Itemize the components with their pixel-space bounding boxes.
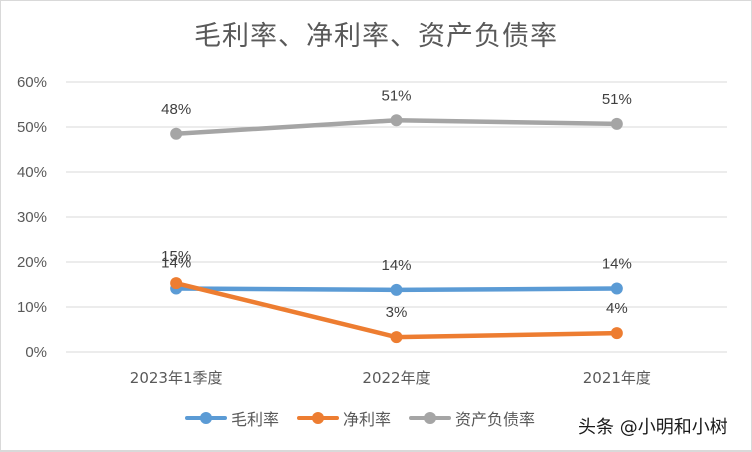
legend-line-icon — [185, 412, 227, 424]
legend-label: 资产负债率 — [455, 410, 536, 429]
data-point-marker — [390, 283, 403, 296]
y-tick-label: 40% — [17, 164, 47, 181]
y-tick-label: 50% — [17, 119, 47, 136]
data-label: 48% — [161, 101, 191, 118]
legend-item-debt-ratio: 资产负债率 — [409, 406, 535, 430]
data-point-marker — [170, 277, 183, 290]
data-point-marker — [170, 127, 183, 140]
legend-item-gross-margin: 毛利率 — [185, 406, 279, 430]
x-tick-label: 2021年度 — [583, 369, 651, 387]
data-point-marker — [390, 331, 403, 344]
watermark: 头条 @小明和小树 — [578, 417, 728, 438]
data-point-marker — [610, 117, 623, 130]
y-tick-label: 20% — [17, 254, 47, 271]
data-point-marker — [610, 282, 623, 295]
y-tick-label: 60% — [17, 74, 47, 91]
y-tick-label: 30% — [17, 209, 47, 226]
data-label: 14% — [602, 256, 632, 273]
legend-line-icon — [297, 412, 340, 424]
x-tick-label: 2023年1季度 — [130, 369, 223, 387]
y-tick-label: 10% — [17, 299, 47, 316]
y-tick-label: 0% — [25, 344, 47, 361]
data-label: 3% — [386, 304, 408, 321]
chart-legend: 毛利率 净利率 资产负债率 — [185, 406, 553, 430]
data-point-marker — [610, 327, 623, 340]
chart-title: 毛利率、净利率、资产负债率 — [194, 21, 558, 52]
data-label: 14% — [161, 255, 191, 272]
data-label: 51% — [602, 91, 632, 108]
data-label: 51% — [381, 87, 411, 104]
data-label: 14% — [381, 257, 411, 274]
legend-item-net-margin: 净利率 — [297, 406, 391, 430]
data-label: 15% — [161, 248, 191, 265]
legend-label: 毛利率 — [231, 410, 280, 429]
data-point-marker — [390, 114, 403, 127]
data-label: 4% — [606, 300, 628, 317]
legend-line-icon — [409, 412, 452, 424]
legend-label: 净利率 — [343, 410, 392, 429]
x-tick-label: 2022年度 — [362, 369, 430, 387]
